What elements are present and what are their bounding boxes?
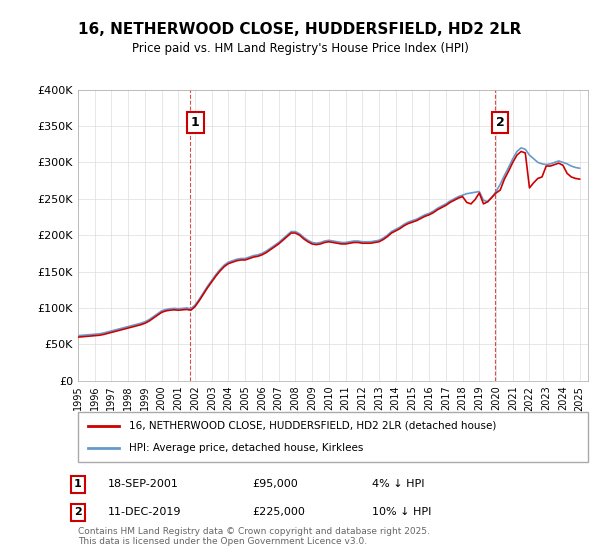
Text: 16, NETHERWOOD CLOSE, HUDDERSFIELD, HD2 2LR: 16, NETHERWOOD CLOSE, HUDDERSFIELD, HD2 …	[79, 22, 521, 38]
Text: 2: 2	[496, 116, 505, 129]
Text: 1: 1	[191, 116, 200, 129]
Text: 16, NETHERWOOD CLOSE, HUDDERSFIELD, HD2 2LR (detached house): 16, NETHERWOOD CLOSE, HUDDERSFIELD, HD2 …	[129, 421, 496, 431]
Text: Contains HM Land Registry data © Crown copyright and database right 2025.
This d: Contains HM Land Registry data © Crown c…	[78, 526, 430, 546]
FancyBboxPatch shape	[78, 412, 588, 462]
Text: £95,000: £95,000	[252, 479, 298, 489]
Text: 2: 2	[74, 507, 82, 517]
Text: 18-SEP-2001: 18-SEP-2001	[108, 479, 179, 489]
Text: 10% ↓ HPI: 10% ↓ HPI	[372, 507, 431, 517]
Text: 1: 1	[74, 479, 82, 489]
Text: 11-DEC-2019: 11-DEC-2019	[108, 507, 182, 517]
Text: Price paid vs. HM Land Registry's House Price Index (HPI): Price paid vs. HM Land Registry's House …	[131, 42, 469, 55]
Text: £225,000: £225,000	[252, 507, 305, 517]
Text: 4% ↓ HPI: 4% ↓ HPI	[372, 479, 425, 489]
Text: HPI: Average price, detached house, Kirklees: HPI: Average price, detached house, Kirk…	[129, 443, 364, 453]
